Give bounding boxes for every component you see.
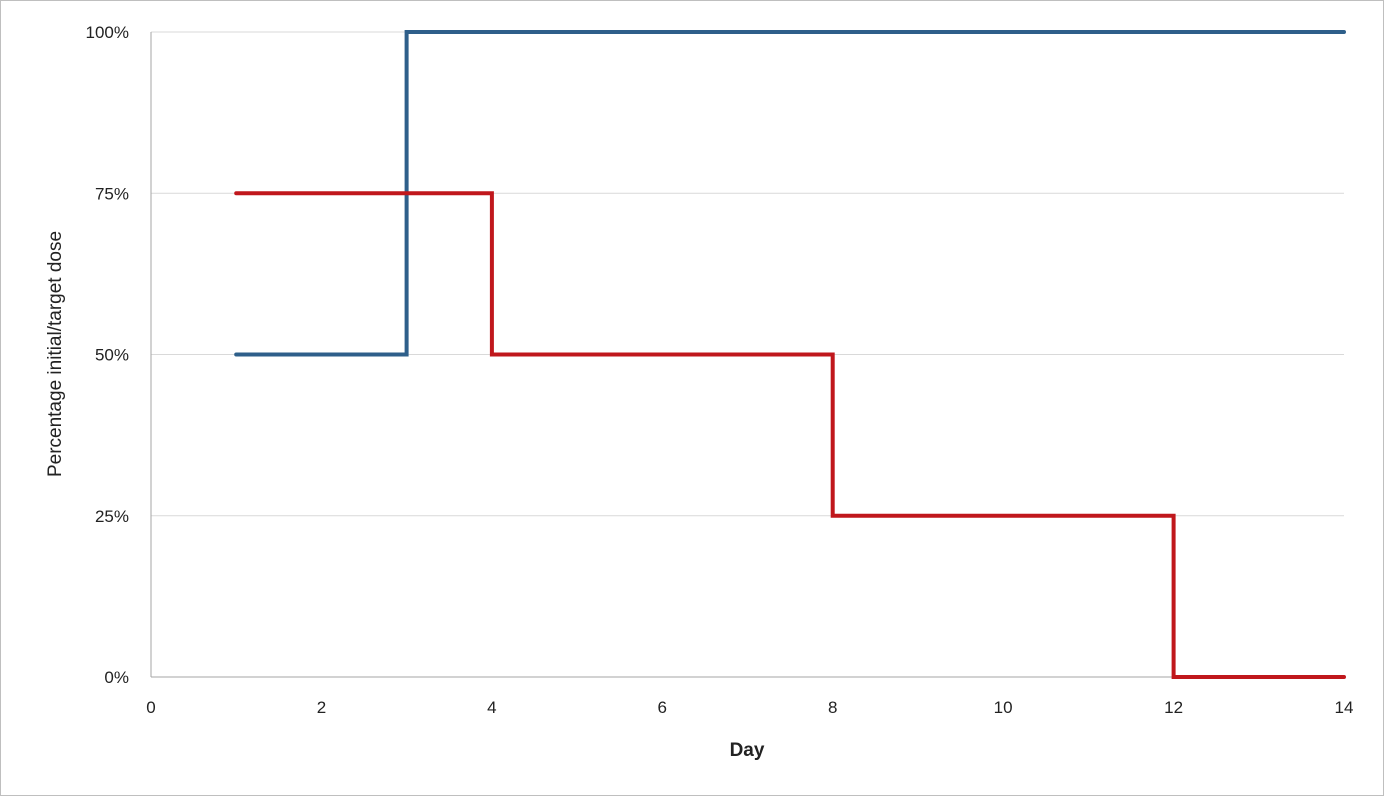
x-tick-label: 12 xyxy=(1164,698,1183,717)
x-axis-title: Day xyxy=(730,740,765,761)
gridlines xyxy=(151,31,1344,517)
series-line-2 xyxy=(234,191,1346,679)
x-tick-label: 6 xyxy=(658,698,667,717)
x-tick-label: 10 xyxy=(994,698,1013,717)
x-tick-label: 8 xyxy=(828,698,837,717)
y-tick-labels: 0% 25% 50% 75% 100% xyxy=(86,23,129,687)
y-tick-label: 50% xyxy=(95,346,129,365)
x-tick-labels: 0 2 4 6 8 10 12 14 xyxy=(146,698,1353,717)
x-tick-label: 0 xyxy=(146,698,155,717)
y-axis-title: Percentage initial/target dose xyxy=(45,231,66,477)
x-tick-label: 2 xyxy=(317,698,326,717)
axes xyxy=(150,32,1344,678)
y-tick-label: 0% xyxy=(104,668,129,687)
y-tick-label: 75% xyxy=(95,184,129,203)
x-tick-label: 4 xyxy=(487,698,496,717)
series-lines xyxy=(234,30,1346,679)
y-tick-label: 100% xyxy=(86,23,129,42)
x-tick-label: 14 xyxy=(1335,698,1354,717)
y-tick-label: 25% xyxy=(95,507,129,526)
